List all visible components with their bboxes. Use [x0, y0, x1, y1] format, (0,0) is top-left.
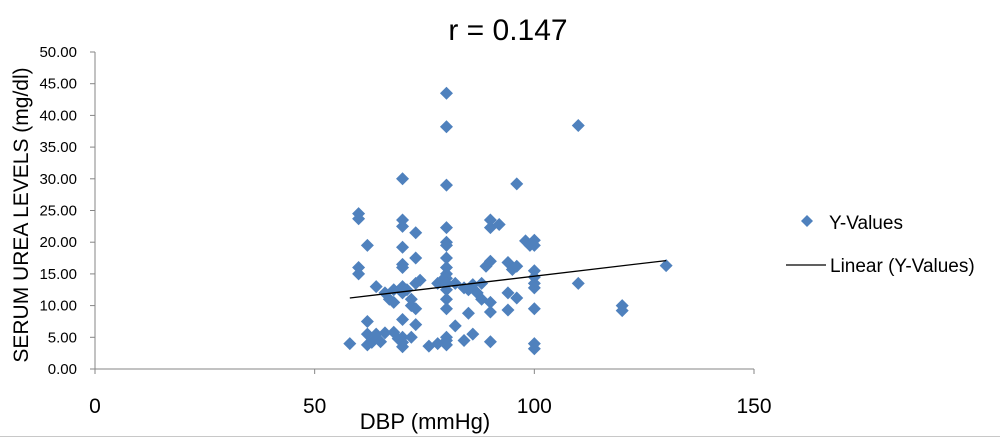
data-point: [396, 340, 410, 354]
data-point: [378, 326, 392, 340]
data-point: [400, 283, 414, 297]
data-point: [396, 172, 410, 186]
x-tick-label: 150: [736, 395, 771, 418]
data-point: [369, 280, 383, 294]
y-tick-label: 15.00: [39, 266, 77, 283]
data-point: [404, 330, 418, 344]
data-point: [439, 120, 453, 134]
data-point: [396, 219, 410, 233]
data-point: [374, 335, 388, 349]
data-point: [352, 212, 366, 226]
data-point: [571, 276, 585, 290]
data-point: [510, 291, 524, 305]
y-tick-label: 10.00: [39, 298, 77, 315]
legend-marker-y-values: [801, 215, 813, 227]
data-point: [439, 221, 453, 235]
x-tick-label: 0: [89, 395, 101, 418]
y-tick-label: 5.00: [48, 329, 77, 346]
data-point: [527, 302, 541, 316]
data-point: [439, 251, 453, 265]
data-point: [527, 238, 541, 252]
data-point: [483, 213, 497, 227]
data-point: [466, 327, 480, 341]
y-tick-label: 25.00: [39, 203, 77, 220]
y-axis-label: SERUM UREA LEVELS (mg/dl): [10, 67, 33, 362]
data-point: [360, 238, 374, 252]
data-point: [360, 314, 374, 328]
x-axis-label: DBP (mmHg): [360, 409, 490, 434]
data-point: [483, 295, 497, 309]
legend: Y-Values Linear (Y-Values): [786, 213, 975, 277]
y-tick-label: 35.00: [39, 139, 77, 156]
data-point: [461, 306, 475, 320]
data-point: [387, 295, 401, 309]
data-point: [501, 303, 515, 317]
data-point: [527, 281, 541, 295]
y-tick-label: 50.00: [39, 44, 77, 61]
y-tick-label: 40.00: [39, 107, 77, 124]
data-point: [439, 178, 453, 192]
data-point: [409, 226, 423, 240]
data-point: [501, 286, 515, 300]
x-tick-label: 100: [517, 395, 552, 418]
y-tick-label: 0.00: [48, 361, 77, 378]
data-point: [448, 276, 462, 290]
data-point: [448, 319, 462, 333]
data-point: [571, 119, 585, 133]
data-point: [492, 217, 506, 231]
chart-title: r = 0.147: [448, 14, 567, 47]
data-point: [510, 177, 524, 191]
data-point: [483, 305, 497, 319]
data-point: [659, 259, 673, 273]
data-point: [510, 259, 524, 273]
data-point: [615, 304, 629, 318]
y-tick-label: 45.00: [39, 76, 77, 93]
data-point: [396, 240, 410, 254]
legend-label-linear: Linear (Y-Values): [830, 256, 975, 277]
data-point: [409, 251, 423, 265]
legend-label-y-values: Y-Values: [829, 213, 903, 234]
data-point: [396, 261, 410, 275]
data-point: [439, 338, 453, 352]
data-point: [352, 267, 366, 281]
trendline: [349, 259, 667, 299]
y-tick-label: 30.00: [39, 171, 77, 188]
bottom-border: [0, 436, 1000, 437]
data-point: [475, 276, 489, 290]
data-point: [409, 302, 423, 316]
data-point: [439, 86, 453, 100]
data-point: [457, 333, 471, 347]
data-point: [396, 313, 410, 327]
data-point: [439, 292, 453, 306]
data-point: [483, 254, 497, 268]
data-point: [527, 342, 541, 356]
data-point: [439, 302, 453, 316]
data-point: [483, 335, 497, 349]
data-point: [439, 238, 453, 252]
x-tick-label: 50: [303, 395, 326, 418]
y-tick-label: 20.00: [39, 234, 77, 251]
plot-area: 0.00 5.00 10.00 15.00 20.00 25.00 30.00 35.00 40…: [39, 44, 771, 418]
data-point: [343, 337, 357, 351]
data-point: [413, 273, 427, 287]
data-point: [409, 318, 423, 332]
